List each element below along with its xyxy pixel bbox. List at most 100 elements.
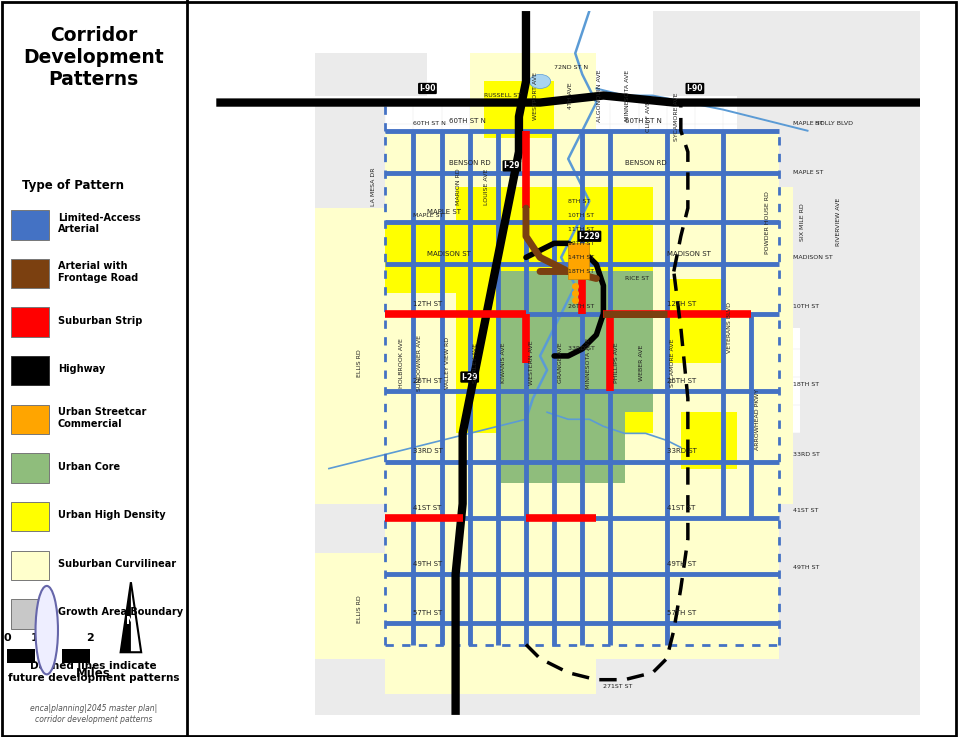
Text: 12TH ST: 12TH ST xyxy=(667,301,696,307)
Text: I-90: I-90 xyxy=(687,84,703,93)
Text: 18TH ST: 18TH ST xyxy=(793,382,820,387)
Bar xyxy=(568,243,590,279)
Text: POWDER HOUSE RD: POWDER HOUSE RD xyxy=(765,191,770,254)
Text: 41ST ST: 41ST ST xyxy=(667,505,695,511)
Text: enca|planning|2045 master plan|
corridor development patterns: enca|planning|2045 master plan| corridor… xyxy=(30,705,157,724)
Text: 12TH ST: 12TH ST xyxy=(413,301,443,307)
Text: 1: 1 xyxy=(31,633,39,643)
Text: SIX MILE RD: SIX MILE RD xyxy=(801,203,806,241)
Bar xyxy=(12,453,49,483)
Text: HOLBROOK AVE: HOLBROOK AVE xyxy=(399,338,405,388)
Text: CLIFF AVE: CLIFF AVE xyxy=(645,101,650,132)
Text: GIS: GIS xyxy=(39,626,54,635)
Bar xyxy=(744,553,920,680)
Text: LOUISE AVE: LOUISE AVE xyxy=(483,169,489,205)
Bar xyxy=(315,102,386,293)
Text: MADISON ST: MADISON ST xyxy=(667,251,711,257)
Polygon shape xyxy=(121,582,130,652)
Text: 271ST ST: 271ST ST xyxy=(603,684,633,689)
Text: ELLIS RD: ELLIS RD xyxy=(357,595,363,624)
Text: Corridor
Development
Patterns: Corridor Development Patterns xyxy=(23,26,164,88)
Text: 4TH AVE: 4TH AVE xyxy=(568,83,573,109)
Text: 0: 0 xyxy=(4,633,12,643)
Text: 26TH ST: 26TH ST xyxy=(568,304,595,309)
Text: MINNESOTA AVE: MINNESOTA AVE xyxy=(624,70,629,121)
Text: 60TH ST N: 60TH ST N xyxy=(449,118,485,124)
Text: 49TH ST: 49TH ST xyxy=(413,561,443,567)
Text: Dashed lines indicate
future development patterns: Dashed lines indicate future development… xyxy=(8,661,179,682)
Bar xyxy=(780,433,920,574)
Text: KIWANIS AVE: KIWANIS AVE xyxy=(502,343,506,383)
Bar xyxy=(315,553,386,659)
Ellipse shape xyxy=(529,74,550,88)
Text: MINNESOTA AVE: MINNESOTA AVE xyxy=(586,338,591,388)
Bar xyxy=(483,82,554,138)
Bar xyxy=(8,649,90,663)
Circle shape xyxy=(35,586,58,674)
Bar xyxy=(737,11,920,180)
Text: 57TH ST: 57TH ST xyxy=(667,610,696,616)
Bar xyxy=(217,11,315,715)
Bar xyxy=(12,307,49,337)
Text: MADISON ST: MADISON ST xyxy=(428,251,471,257)
Text: ELLIS RD: ELLIS RD xyxy=(357,349,363,377)
Bar xyxy=(386,223,456,293)
Bar xyxy=(667,279,723,363)
Text: Type of Pattern: Type of Pattern xyxy=(22,178,125,192)
Text: 49TH ST: 49TH ST xyxy=(793,565,820,570)
Text: 33RD ST: 33RD ST xyxy=(667,449,696,455)
Text: I-29: I-29 xyxy=(503,161,520,170)
Text: VALLEY VIEW RD: VALLEY VIEW RD xyxy=(445,337,450,389)
Bar xyxy=(315,53,428,96)
Text: Urban Streetcar
Commercial: Urban Streetcar Commercial xyxy=(58,407,147,429)
Text: 33RD ST: 33RD ST xyxy=(413,449,443,455)
Text: 33RD ST: 33RD ST xyxy=(568,346,596,352)
Text: SHIRLEY AVE: SHIRLEY AVE xyxy=(473,343,479,383)
Bar xyxy=(35,649,62,663)
Text: 72ND ST N: 72ND ST N xyxy=(554,65,588,70)
Text: 11TH ST: 11TH ST xyxy=(568,227,595,231)
Text: 41ST ST: 41ST ST xyxy=(413,505,442,511)
Text: Suburban Strip: Suburban Strip xyxy=(58,315,142,326)
Bar xyxy=(12,210,49,240)
Bar xyxy=(315,433,386,715)
Text: 10TH ST: 10TH ST xyxy=(568,213,595,217)
Text: WEBER AVE: WEBER AVE xyxy=(639,345,643,381)
Bar xyxy=(386,130,780,659)
Text: I-29: I-29 xyxy=(461,372,478,382)
Text: 18TH ST: 18TH ST xyxy=(568,269,595,274)
Text: 12TH ST: 12TH ST xyxy=(568,241,595,246)
Text: SYCAMORE AVE: SYCAMORE AVE xyxy=(670,339,675,387)
Text: BENSON RD: BENSON RD xyxy=(449,160,490,166)
Text: 26TH ST: 26TH ST xyxy=(413,378,443,384)
Text: SUNDOWNER AVE: SUNDOWNER AVE xyxy=(417,335,422,391)
Text: Arterial with
Frontage Road: Arterial with Frontage Road xyxy=(58,261,138,283)
Bar xyxy=(12,405,49,434)
Text: MAPLE ST: MAPLE ST xyxy=(793,170,824,175)
Bar xyxy=(315,659,920,715)
Text: GRANGE AVE: GRANGE AVE xyxy=(557,343,563,383)
Text: 2: 2 xyxy=(86,633,94,643)
Bar xyxy=(456,187,653,433)
Text: 41ST ST: 41ST ST xyxy=(793,509,819,513)
Bar xyxy=(315,11,920,102)
Text: MADISON ST: MADISON ST xyxy=(793,255,833,260)
Text: 60TH ST N: 60TH ST N xyxy=(413,121,446,126)
Text: Miles: Miles xyxy=(76,666,111,680)
Text: 60TH ST N: 60TH ST N xyxy=(624,118,662,124)
Text: Highway: Highway xyxy=(58,364,105,374)
Bar xyxy=(386,659,596,694)
Text: MAPLE ST: MAPLE ST xyxy=(413,213,444,217)
Bar xyxy=(667,187,793,504)
Text: RICE ST: RICE ST xyxy=(624,276,648,281)
Bar xyxy=(498,412,624,483)
Text: MAPLE ST: MAPLE ST xyxy=(428,209,461,215)
Text: I-229: I-229 xyxy=(578,231,600,241)
Bar xyxy=(801,271,920,447)
Text: SYCAMORE AVE: SYCAMORE AVE xyxy=(674,92,679,141)
Text: 14TH ST: 14TH ST xyxy=(568,255,595,260)
Bar xyxy=(653,11,920,96)
Text: MARION RD: MARION RD xyxy=(456,169,460,206)
Bar xyxy=(470,53,596,130)
Text: RUSSELL ST: RUSSELL ST xyxy=(483,93,521,98)
